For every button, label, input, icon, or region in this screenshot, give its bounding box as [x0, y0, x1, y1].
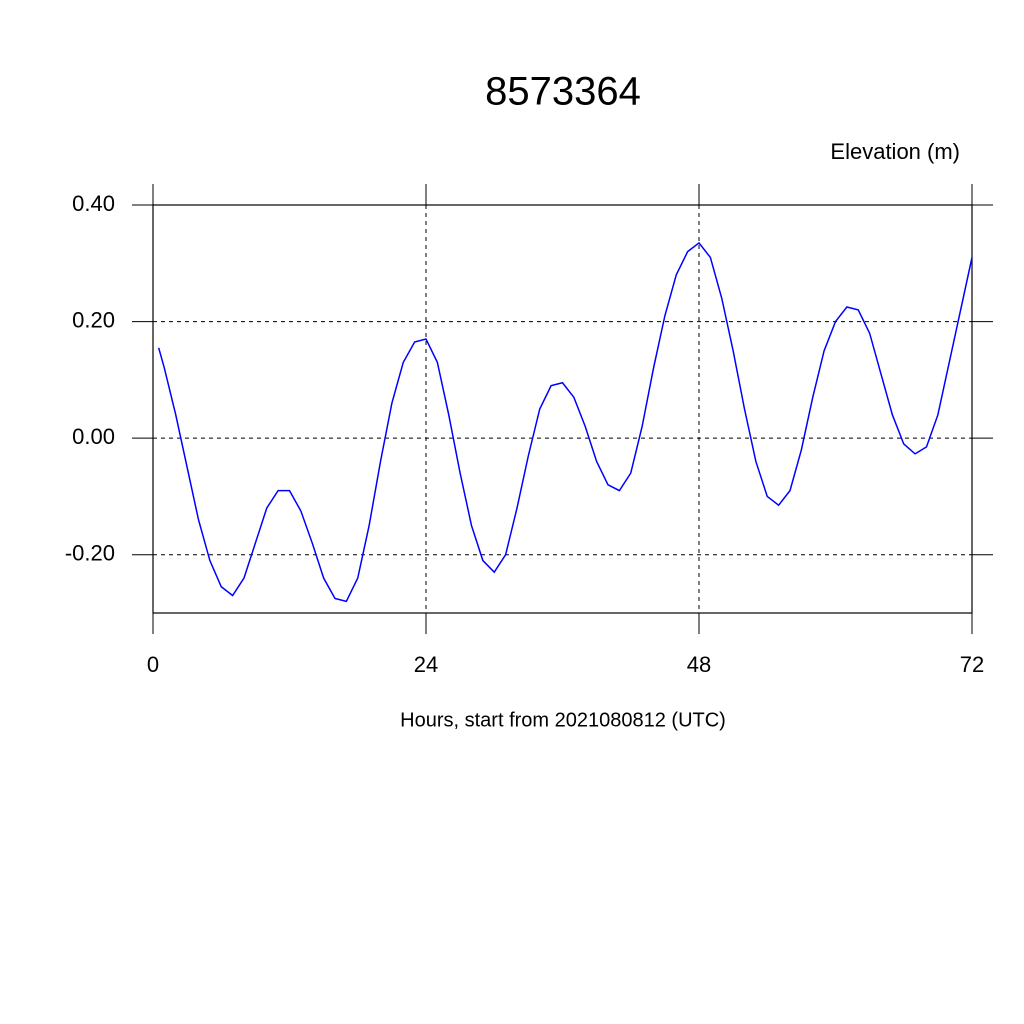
y-tick-label: -0.20: [65, 541, 115, 566]
y-axis-label: Elevation (m): [830, 139, 960, 164]
x-tick-label: 48: [687, 652, 711, 677]
x-tick-label: 24: [414, 652, 438, 677]
y-tick-label: 0.40: [72, 191, 115, 216]
x-tick-label: 0: [147, 652, 159, 677]
y-tick-label: 0.20: [72, 307, 115, 332]
data-line: [157, 241, 973, 603]
y-tick-label: 0.00: [72, 424, 115, 449]
plot-frame: [152, 204, 973, 614]
x-tick-label: 72: [960, 652, 984, 677]
x-axis-label: Hours, start from 2021080812 (UTC): [400, 709, 726, 731]
chart-title: 8573364: [485, 70, 641, 114]
